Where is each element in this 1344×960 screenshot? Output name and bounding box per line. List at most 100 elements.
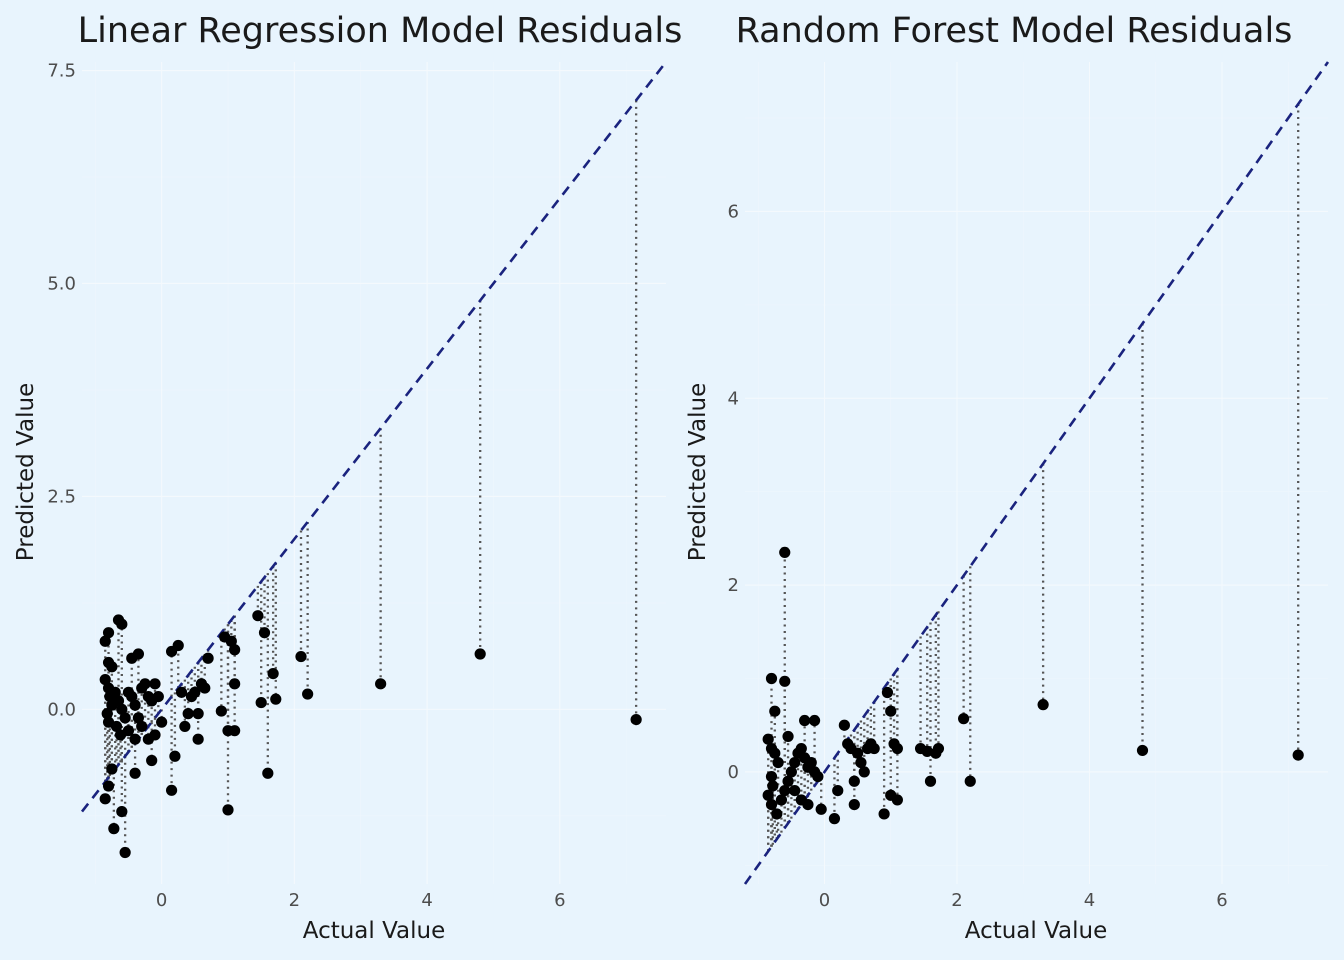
x-tick-label: 0 (156, 890, 167, 911)
data-point (252, 610, 264, 622)
data-point (99, 635, 111, 647)
data-point (116, 618, 128, 630)
y-tick-label: 2.5 (47, 486, 76, 507)
data-point (891, 794, 903, 806)
data-point (129, 699, 141, 711)
data-point (110, 720, 123, 733)
data-point (868, 742, 880, 755)
data-point (782, 775, 794, 787)
data-point (858, 766, 870, 778)
data-point (229, 725, 241, 737)
data-point (765, 672, 778, 685)
y-tick-label: 6 (728, 201, 739, 222)
data-point (172, 639, 184, 652)
data-point (295, 650, 307, 663)
data-point (129, 767, 141, 779)
data-point (799, 714, 811, 727)
data-point (116, 805, 128, 818)
x-tick-label: 0 (819, 890, 830, 911)
data-point (808, 714, 821, 727)
tick-labels: 0 2 4 6 0 2 4 6 (728, 201, 1228, 911)
data-point (189, 686, 201, 698)
x-tick-label: 2 (951, 890, 962, 911)
data-point (795, 742, 807, 755)
x-axis-title: Actual Value (303, 918, 446, 944)
data-point (116, 703, 128, 715)
data-point (182, 708, 194, 720)
data-point (782, 730, 794, 743)
data-point (202, 652, 214, 664)
data-point (139, 678, 151, 690)
data-point (921, 745, 933, 757)
data-point (102, 627, 115, 639)
y-tick-label: 7.5 (47, 61, 76, 82)
data-point (769, 705, 781, 717)
data-point (106, 661, 118, 673)
data-point (802, 799, 814, 811)
data-point (855, 756, 867, 769)
data-point (136, 720, 148, 733)
data-point (630, 714, 642, 726)
data-point (848, 799, 860, 811)
y-tick-label: 0.0 (47, 699, 76, 720)
data-point (149, 729, 161, 741)
data-point (762, 733, 774, 745)
data-point (165, 784, 178, 796)
data-point (1292, 749, 1304, 761)
x-axis-title: Actual Value (965, 918, 1108, 944)
data-point (102, 780, 115, 792)
data-point (474, 648, 486, 660)
data-point (258, 627, 271, 639)
x-tick-label: 6 (1216, 890, 1227, 911)
data-point (832, 784, 844, 797)
data-point (881, 686, 894, 699)
data-point (772, 756, 784, 769)
data-point (812, 770, 824, 783)
data-point (789, 756, 801, 769)
x-tick-label: 2 (289, 890, 300, 911)
random-forest-panel: Random Forest Model Residuals Actual Val… (685, 11, 1330, 944)
data-point (229, 678, 241, 690)
data-point (262, 767, 274, 779)
plot-marks (743, 61, 1330, 885)
data-point (958, 713, 970, 725)
data-point (99, 793, 111, 805)
data-point (1037, 699, 1049, 711)
panel-title: Linear Regression Model Residuals (78, 11, 683, 51)
data-point (215, 705, 227, 717)
data-point (765, 770, 778, 783)
data-point (964, 775, 976, 787)
x-tick-label: 4 (421, 890, 432, 911)
plot-marks (80, 61, 668, 859)
data-point (932, 742, 945, 755)
data-point (101, 708, 113, 720)
data-point (108, 823, 120, 835)
data-point (891, 742, 903, 755)
data-point (878, 808, 890, 820)
data-point (199, 682, 211, 694)
data-point (852, 747, 864, 759)
data-point (1136, 744, 1149, 757)
data-point (192, 733, 204, 745)
data-point (302, 688, 314, 700)
data-point (828, 813, 841, 825)
data-point (99, 673, 111, 686)
data-point (885, 705, 897, 717)
y-axis-title: Predicted Value (685, 383, 711, 561)
data-point (765, 799, 778, 811)
data-point (924, 775, 937, 787)
data-point (129, 733, 141, 745)
y-tick-label: 5.0 (47, 273, 76, 294)
data-point (267, 668, 279, 680)
data-point (848, 775, 860, 787)
data-point (255, 696, 267, 709)
grid (82, 62, 666, 884)
data-point (270, 693, 282, 705)
data-point (222, 804, 234, 816)
data-point (152, 691, 164, 703)
data-point (112, 695, 125, 707)
y-tick-label: 0 (728, 762, 739, 783)
data-point (838, 719, 850, 731)
data-point (169, 750, 181, 762)
identity-reference-line (743, 61, 1330, 885)
